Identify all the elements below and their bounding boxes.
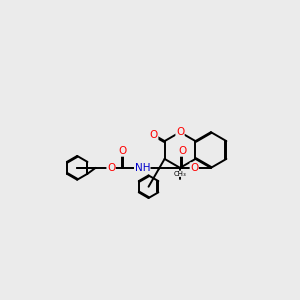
Text: O: O — [178, 146, 186, 156]
Text: O: O — [190, 163, 198, 173]
Text: NH: NH — [134, 163, 150, 173]
Text: O: O — [176, 127, 184, 137]
Text: CH₃: CH₃ — [174, 171, 186, 177]
Text: O: O — [150, 130, 158, 140]
Text: O: O — [107, 163, 115, 173]
Text: O: O — [119, 146, 127, 156]
